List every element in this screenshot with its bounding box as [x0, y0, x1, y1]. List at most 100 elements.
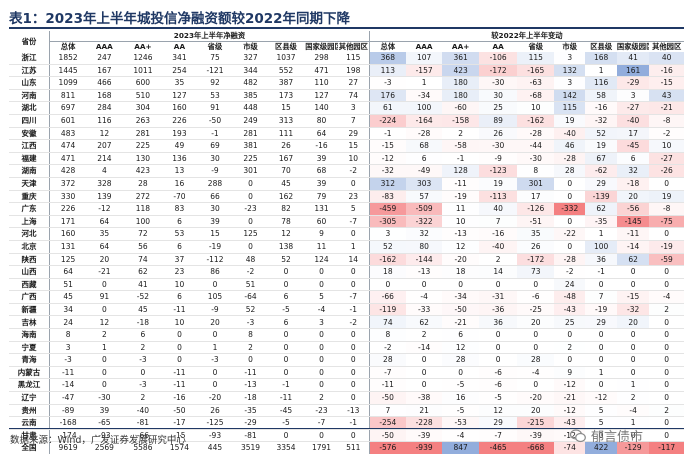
change-cell: 368: [368, 52, 406, 65]
change-cell: 2: [442, 127, 479, 141]
net-financing-cell: 11: [305, 240, 338, 254]
change-cell: 0: [554, 328, 586, 342]
net-financing-cell: 14: [337, 253, 370, 267]
net-financing-cell: 118: [122, 202, 164, 216]
net-financing-cell: 79: [305, 190, 338, 204]
change-cell: 36: [478, 315, 518, 330]
row-label: 天津: [9, 177, 50, 191]
change-cell: -34: [442, 290, 479, 304]
change-cell: -40: [478, 240, 518, 254]
change-cell: 25: [554, 315, 586, 330]
change-cell: -4: [517, 366, 554, 380]
net-financing-cell: 0: [305, 328, 338, 342]
change-cell: -11: [442, 177, 479, 191]
change-cell: 0: [616, 328, 650, 342]
change-cell: -7: [368, 366, 406, 380]
change-cell: 5: [585, 404, 617, 418]
change-cell: -162: [517, 114, 554, 128]
table-row: 重庆 330 139 272 -70 66 0 162 79 23 -83 57 -19 -113 17 0-…: [9, 190, 684, 204]
table-row: 江西 474 207 225 49 69 381 26 -16 15 -15 68 -58 -30 -44 4…: [9, 139, 684, 153]
net-financing-cell: 69: [195, 139, 235, 153]
change-cell: 113: [368, 64, 406, 78]
change-cell: 12: [442, 341, 479, 355]
change-cell: -35: [585, 215, 617, 229]
change-cell: 3: [616, 89, 650, 103]
net-financing-cell: -3: [122, 378, 164, 393]
net-financing-cell: 8: [234, 328, 267, 342]
change-cell: -36: [478, 303, 518, 317]
net-financing-cell: 0: [234, 190, 267, 204]
net-financing-cell: 471: [49, 152, 87, 166]
change-cell: 19: [478, 177, 518, 191]
change-cell: -27: [616, 101, 650, 115]
change-cell: -39: [517, 429, 554, 443]
change-cell: -34: [405, 89, 443, 103]
source-note: 数据来源：Wind，广发证券发展研究中心: [10, 435, 186, 446]
net-financing-cell: 0: [234, 177, 267, 191]
change-cell: -32: [368, 164, 406, 178]
net-financing-cell: 1: [86, 341, 123, 355]
change-cell: -145: [616, 215, 650, 229]
net-financing-cell: 0: [337, 353, 370, 367]
net-financing-cell: -3: [49, 353, 87, 367]
net-financing-cell: 0: [337, 278, 370, 292]
change-cell: 0: [517, 341, 554, 355]
net-financing-cell: 39: [86, 404, 123, 418]
net-financing-cell: 0: [86, 366, 123, 380]
net-financing-cell: 697: [49, 101, 87, 115]
net-financing-cell: 0: [266, 341, 306, 355]
change-cell: 0: [478, 353, 518, 367]
row-label: 西藏: [9, 278, 50, 292]
net-financing-cell: 56: [122, 240, 164, 254]
change-cell: -21: [442, 315, 479, 330]
change-cell: 180: [442, 89, 479, 103]
net-financing-cell: -1: [266, 378, 306, 393]
row-label: 辽宁: [9, 391, 50, 405]
net-financing-cell: 552: [266, 64, 306, 78]
net-financing-cell: -7: [337, 215, 370, 229]
net-financing-cell: -1: [195, 127, 235, 141]
net-financing-cell: 5: [305, 290, 338, 304]
net-financing-cell: 0: [305, 265, 338, 279]
change-cell: 0: [478, 328, 518, 342]
net-financing-cell: 341: [163, 52, 196, 65]
col-header-right-8: 其他园区: [652, 42, 682, 52]
table-row: 山东 1099 466 600 35 92 482 387 110 27 -3 1 180 -30 -63 3…: [9, 76, 684, 90]
change-cell: 0: [649, 341, 684, 355]
change-cell: 18: [368, 265, 406, 279]
net-financing-cell: 0: [195, 366, 235, 380]
change-cell: -4: [442, 429, 479, 443]
change-cell: 35: [517, 227, 554, 241]
change-cell: 32: [405, 227, 443, 241]
change-cell: -15: [368, 139, 406, 153]
change-cell: 32: [616, 164, 650, 178]
change-cell: -3: [368, 76, 406, 90]
change-cell: -322: [405, 215, 443, 229]
change-cell: 0: [554, 190, 586, 204]
net-financing-cell: -3: [234, 315, 267, 330]
change-cell: -5: [442, 404, 479, 418]
col-header-left-6: 区县级: [275, 42, 297, 52]
change-cell: 46: [554, 139, 586, 153]
net-financing-cell: 225: [234, 152, 267, 166]
change-cell: 422: [585, 441, 617, 454]
net-financing-cell: 127: [305, 89, 338, 103]
net-financing-cell: -13: [234, 378, 267, 393]
change-cell: -53: [442, 416, 479, 430]
net-financing-cell: 0: [337, 378, 370, 393]
net-financing-cell: 91: [195, 101, 235, 115]
net-financing-cell: 3: [337, 101, 370, 115]
change-cell: -27: [649, 152, 684, 166]
net-financing-cell: 66: [195, 190, 235, 204]
change-cell: 1: [616, 378, 650, 393]
change-cell: -5: [478, 391, 518, 405]
row-label: 黑龙江: [9, 378, 50, 393]
change-cell: 0: [517, 328, 554, 342]
change-cell: 0: [517, 278, 554, 292]
net-financing-cell: 131: [305, 202, 338, 216]
net-financing-cell: 344: [234, 64, 267, 78]
net-financing-cell: -52: [122, 290, 164, 304]
net-financing-cell: 91: [86, 290, 123, 304]
net-financing-cell: 2: [305, 391, 338, 405]
net-financing-cell: -35: [234, 404, 267, 418]
